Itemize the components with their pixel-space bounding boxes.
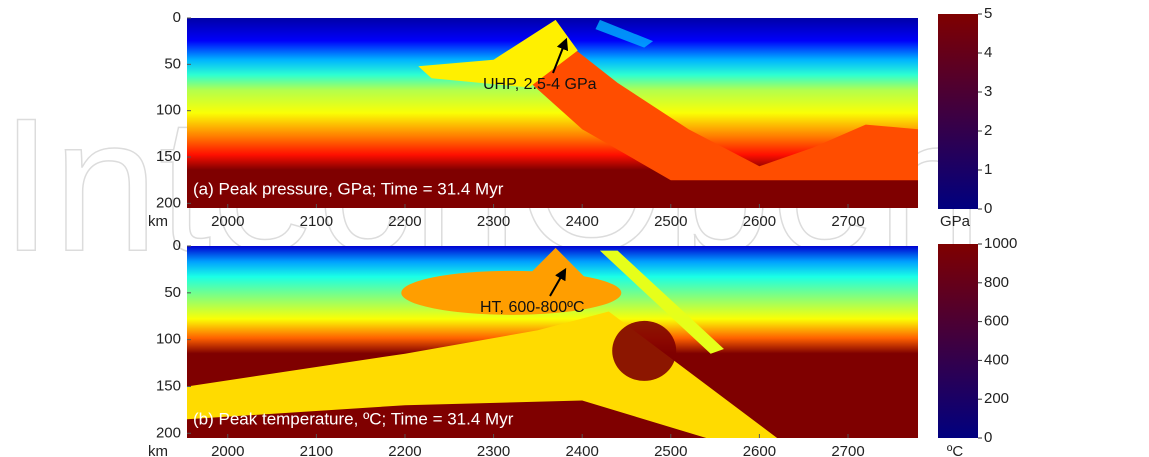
y-tick-label: 50	[164, 284, 181, 301]
x-tick-label: 2100	[300, 443, 333, 457]
x-tick-label: 2600	[743, 443, 776, 457]
field	[187, 18, 918, 208]
field-feature	[520, 27, 918, 181]
field-feature	[418, 19, 578, 88]
colorbar-label: GPa	[940, 213, 971, 230]
y-tick-label: 50	[164, 55, 181, 72]
colorbar-tick-label: 0	[984, 429, 992, 446]
x-tick-label: 2400	[565, 213, 598, 230]
x-tick-label: 2500	[654, 443, 687, 457]
colorbar-label: ºC	[947, 443, 963, 457]
y-tick-label: 100	[156, 331, 181, 348]
colorbar-tick-label: 400	[984, 351, 1009, 368]
annotation: UHP, 2.5-4 GPa	[483, 76, 597, 93]
x-tick-label: 2400	[565, 443, 598, 457]
x-tick-label: 2700	[831, 213, 864, 230]
field-feature	[599, 250, 724, 354]
y-axis-label: km	[148, 213, 168, 230]
annotation-arrow	[552, 37, 569, 74]
colorbar	[938, 244, 978, 438]
field	[187, 246, 918, 438]
y-axis-label: km	[148, 443, 168, 457]
colorbar-tick-label: 3	[984, 83, 992, 100]
caption: (a) Peak pressure, GPa; Time = 31.4 Myr	[193, 179, 504, 198]
colorbar-tick-label: 200	[984, 390, 1009, 407]
y-tick-label: 150	[156, 148, 181, 165]
field-feature	[595, 19, 654, 48]
field-feature	[612, 320, 677, 381]
colorbar-tick-label: 600	[984, 313, 1009, 330]
y-tick-label: 100	[156, 102, 181, 119]
x-tick-label: 2000	[211, 213, 244, 230]
colorbar-tick-label: 4	[984, 44, 992, 61]
colorbar-tick-label: 2	[984, 122, 992, 139]
x-tick-label: 2300	[477, 443, 510, 457]
x-tick-label: 2100	[300, 213, 333, 230]
caption: (b) Peak temperature, ºC; Time = 31.4 My…	[193, 409, 514, 428]
colorbar-tick-label: 1000	[984, 235, 1017, 252]
annotation: HT, 600-800ºC	[480, 299, 585, 316]
x-tick-label: 2300	[477, 213, 510, 230]
colorbar-tick-label: 1	[984, 161, 992, 178]
x-tick-label: 2600	[743, 213, 776, 230]
x-tick-label: 2700	[831, 443, 864, 457]
x-tick-label: 2500	[654, 213, 687, 230]
y-tick-label: 200	[156, 424, 181, 441]
y-tick-label: 0	[173, 9, 181, 26]
x-tick-label: 2000	[211, 443, 244, 457]
colorbar-tick-label: 5	[984, 5, 992, 22]
colorbar	[938, 14, 978, 209]
y-tick-label: 0	[173, 237, 181, 254]
field-feature	[520, 247, 592, 284]
x-tick-label: 2200	[388, 213, 421, 230]
y-tick-label: 200	[156, 194, 181, 211]
y-tick-label: 150	[156, 377, 181, 394]
colorbar-tick-label: 0	[984, 200, 992, 217]
colorbar-tick-label: 800	[984, 274, 1009, 291]
annotation-arrow	[549, 267, 567, 297]
x-tick-label: 2200	[388, 443, 421, 457]
